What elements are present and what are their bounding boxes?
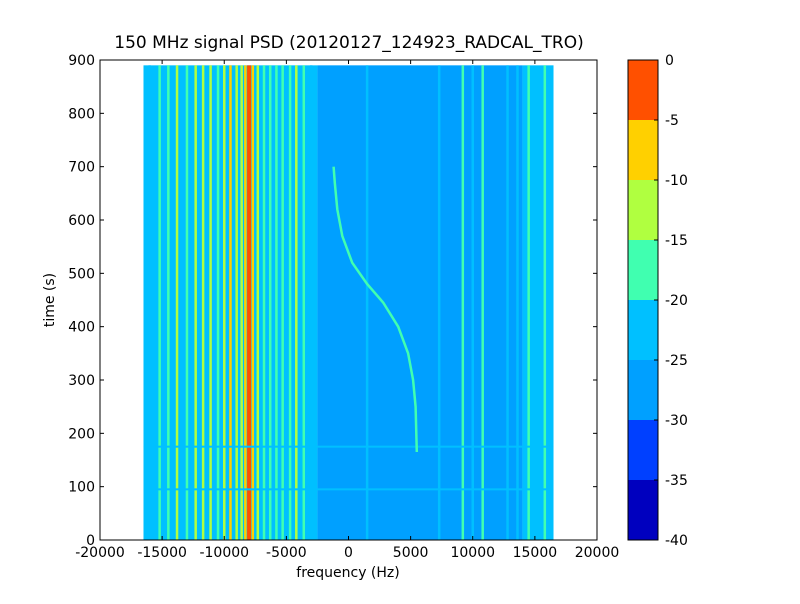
vertical-line-feature xyxy=(256,65,260,540)
colorbar-tick-label: -5 xyxy=(665,113,679,129)
vertical-line-feature xyxy=(167,65,170,540)
x-tick-label: 0 xyxy=(344,545,353,561)
y-tick-label: 400 xyxy=(68,320,95,336)
colorbar-segment xyxy=(628,240,658,300)
vertical-line-feature xyxy=(216,65,220,540)
vertical-line-feature xyxy=(235,65,238,540)
colorbar-segment xyxy=(628,60,658,120)
vertical-line-feature xyxy=(209,65,212,540)
vertical-line-feature xyxy=(527,65,530,540)
x-tick-label: -15000 xyxy=(137,545,187,561)
vertical-line-feature xyxy=(516,65,519,540)
vertical-line-feature xyxy=(295,65,298,540)
y-tick-label: 0 xyxy=(86,533,95,549)
vertical-line-feature xyxy=(251,65,255,540)
vertical-line-feature xyxy=(288,65,292,540)
y-tick-label: 100 xyxy=(68,480,95,496)
colorbar-segment xyxy=(628,180,658,240)
colorbar-tick-label: -10 xyxy=(665,173,688,189)
horizontal-line-feature xyxy=(143,445,554,448)
vertical-line-feature xyxy=(281,65,284,540)
vertical-line-feature xyxy=(275,65,278,540)
x-tick-label: 5000 xyxy=(393,545,429,561)
vertical-line-feature xyxy=(223,65,226,540)
vertical-line-feature xyxy=(437,65,441,540)
y-tick-label: 600 xyxy=(68,213,95,229)
vertical-line-feature xyxy=(302,65,306,540)
colorbar-segment xyxy=(628,480,658,540)
vertical-line-feature xyxy=(365,65,369,540)
x-tick-label: -10000 xyxy=(199,545,249,561)
vertical-line-feature xyxy=(262,65,266,540)
colorbar-segment xyxy=(628,120,658,180)
y-tick-label: 200 xyxy=(68,426,95,442)
x-tick-label: -20000 xyxy=(75,545,125,561)
x-axis-ticks: -20000 -15000 -10000 -5000 0 5000 10000 15000 20… xyxy=(75,60,619,561)
vertical-line-feature xyxy=(244,65,247,540)
vertical-line-feature xyxy=(247,65,252,540)
vertical-line-feature xyxy=(471,65,474,540)
vertical-line-feature xyxy=(158,65,161,540)
heatmap-area xyxy=(143,65,554,540)
vertical-line-feature xyxy=(461,65,465,540)
x-tick-label: -5000 xyxy=(266,545,307,561)
horizontal-line-feature xyxy=(143,488,554,491)
x-tick-label: 15000 xyxy=(513,545,558,561)
x-tick-label: 10000 xyxy=(450,545,495,561)
colorbar-tick-label: 0 xyxy=(665,53,674,69)
x-tick-label: 20000 xyxy=(575,545,620,561)
colorbar-tick-label: -15 xyxy=(665,233,688,249)
colorbar-segment xyxy=(628,300,658,360)
vertical-line-feature xyxy=(175,65,179,540)
y-tick-label: 700 xyxy=(68,160,95,176)
doppler-track xyxy=(332,166,419,453)
y-tick-label: 800 xyxy=(68,106,95,122)
y-axis-label: time (s) xyxy=(42,273,58,327)
colorbar-tick-label: -35 xyxy=(665,473,688,489)
colorbar-tick-label: -40 xyxy=(665,533,688,549)
colorbar-tick-label: -30 xyxy=(665,413,688,429)
vertical-line-feature xyxy=(506,65,509,540)
vertical-line-feature xyxy=(201,65,205,540)
colorbar-segment xyxy=(628,420,658,480)
colorbar-tick-label: -20 xyxy=(665,293,688,309)
vertical-line-feature xyxy=(481,65,484,540)
heatmap-region xyxy=(317,65,523,540)
vertical-line-feature xyxy=(543,65,547,540)
vertical-line-feature xyxy=(148,65,151,540)
y-axis-ticks: 0 100 200 300 400 500 600 700 800 900 xyxy=(68,53,597,549)
y-tick-label: 300 xyxy=(68,373,95,389)
chart-title: 150 MHz signal PSD (20120127_124923_RADC… xyxy=(114,33,583,53)
vertical-line-feature xyxy=(268,65,272,540)
heatmap-region xyxy=(522,65,554,540)
y-tick-label: 500 xyxy=(68,266,95,282)
y-tick-label: 900 xyxy=(68,53,95,69)
colorbar-segment xyxy=(628,360,658,420)
colorbar-tick-label: -25 xyxy=(665,353,688,369)
vertical-line-feature xyxy=(309,65,313,540)
vertical-line-feature xyxy=(229,65,232,540)
x-axis-label: frequency (Hz) xyxy=(296,565,399,581)
vertical-line-feature xyxy=(194,65,197,540)
colorbar: 0 -5 -10 -15 -20 -25 -30 -35 -40 xyxy=(627,53,688,549)
vertical-line-feature xyxy=(240,65,243,540)
vertical-line-feature xyxy=(185,65,189,540)
